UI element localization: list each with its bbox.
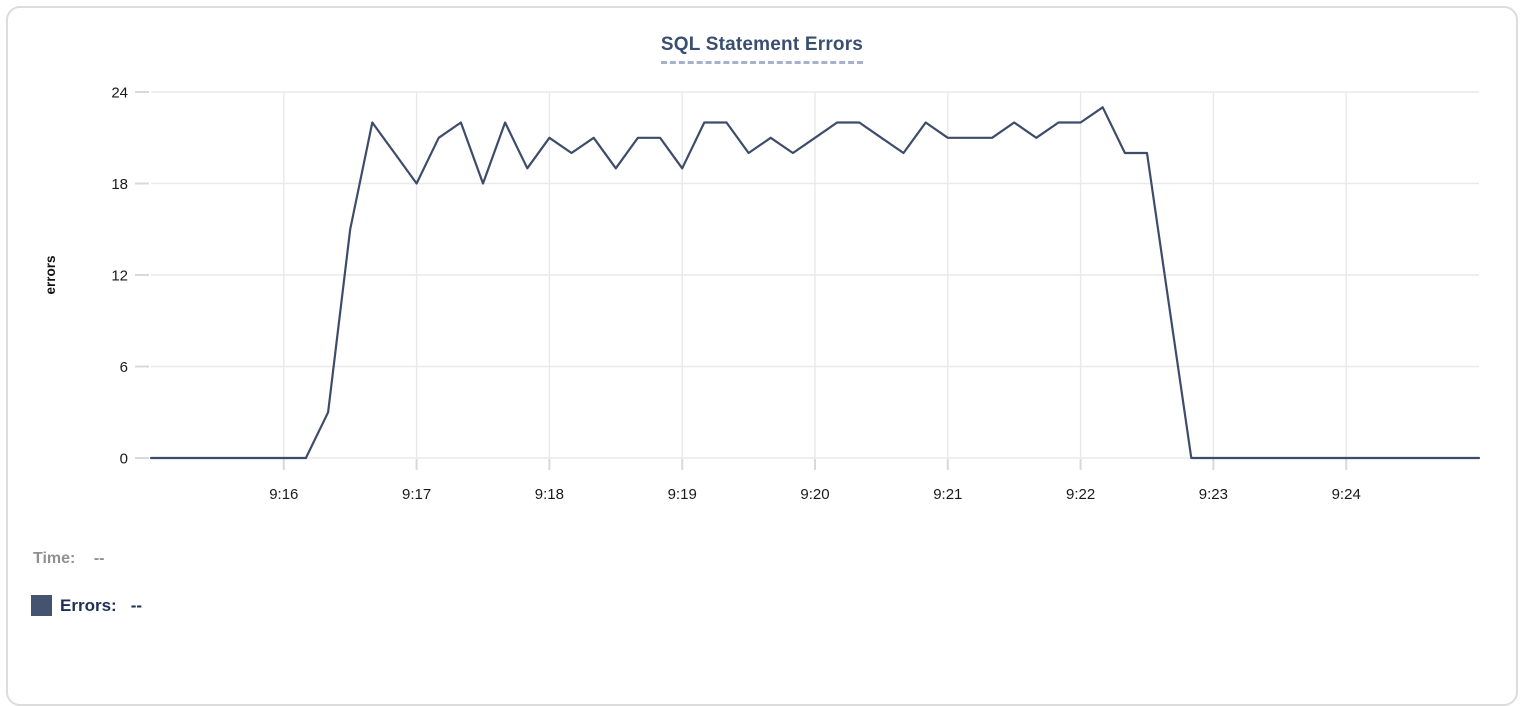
y-tick-label: 12: [111, 268, 128, 285]
chart-header: SQL Statement Errors: [8, 34, 1516, 64]
y-tick-label: 18: [111, 176, 128, 193]
x-tick-label: 9:23: [1199, 486, 1228, 503]
x-tick-label: 9:19: [668, 486, 697, 503]
errors-line-chart[interactable]: 0 6 12 18 24 9:16 9:17 9:18 9:19 9:20 9:21 9:22 9:23…: [8, 8, 1528, 520]
y-tick-label: 24: [111, 85, 128, 102]
y-tick-label: 6: [120, 359, 128, 376]
x-tick-label: 9:21: [933, 486, 962, 503]
x-tick-label: 9:20: [800, 486, 829, 503]
chart-title[interactable]: SQL Statement Errors: [660, 34, 864, 64]
tooltip-time-label: Time:: [33, 550, 76, 567]
errors-series-swatch: [31, 595, 52, 616]
tooltip-time-row: Time: --: [33, 550, 105, 568]
x-tick-label: 9:18: [535, 486, 564, 503]
legend-errors-label: Errors:: [60, 595, 117, 615]
x-tick-label: 9:16: [269, 486, 298, 503]
x-tick-label: 9:24: [1332, 486, 1361, 503]
legend-errors-value: --: [130, 595, 143, 615]
errors-series-line: [149, 106, 1481, 460]
x-tick-label: 9:17: [402, 486, 431, 503]
y-tick-label: 0: [120, 451, 128, 468]
y-axis-label: errors: [43, 255, 58, 294]
x-tick-label: 9:22: [1066, 486, 1095, 503]
tooltip-time-value: --: [93, 550, 105, 567]
legend-errors-row[interactable]: Errors: --: [31, 595, 142, 616]
chart-card: SQL Statement Errors 0 6 12 18 24 9:16 9:17 9:1…: [6, 6, 1518, 706]
